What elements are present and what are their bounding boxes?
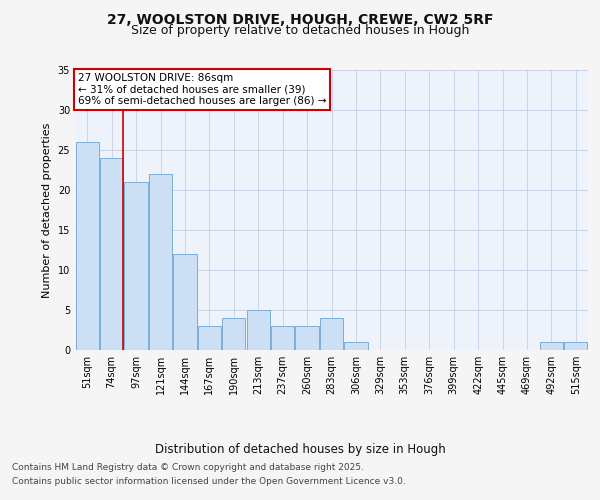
Bar (271, 326, 294, 350)
Text: Size of property relative to detached houses in Hough: Size of property relative to detached ho… (131, 24, 469, 37)
Bar (344, 342, 368, 350)
Text: Distribution of detached houses by size in Hough: Distribution of detached houses by size … (155, 442, 445, 456)
Bar (149, 174, 172, 350)
Text: 27, WOOLSTON DRIVE, HOUGH, CREWE, CW2 5RF: 27, WOOLSTON DRIVE, HOUGH, CREWE, CW2 5R… (107, 12, 493, 26)
Bar (76, 142, 99, 350)
Bar (100, 158, 123, 350)
Bar (564, 342, 587, 350)
Bar (173, 254, 197, 350)
Bar (247, 310, 270, 350)
Bar (320, 318, 343, 350)
Bar (198, 326, 221, 350)
Bar (295, 326, 319, 350)
Bar (540, 342, 563, 350)
Text: Contains public sector information licensed under the Open Government Licence v3: Contains public sector information licen… (12, 477, 406, 486)
Bar (222, 318, 245, 350)
Text: Contains HM Land Registry data © Crown copyright and database right 2025.: Contains HM Land Registry data © Crown c… (12, 464, 364, 472)
Bar (124, 182, 148, 350)
Text: 27 WOOLSTON DRIVE: 86sqm
← 31% of detached houses are smaller (39)
69% of semi-d: 27 WOOLSTON DRIVE: 86sqm ← 31% of detach… (77, 73, 326, 106)
Y-axis label: Number of detached properties: Number of detached properties (42, 122, 52, 298)
